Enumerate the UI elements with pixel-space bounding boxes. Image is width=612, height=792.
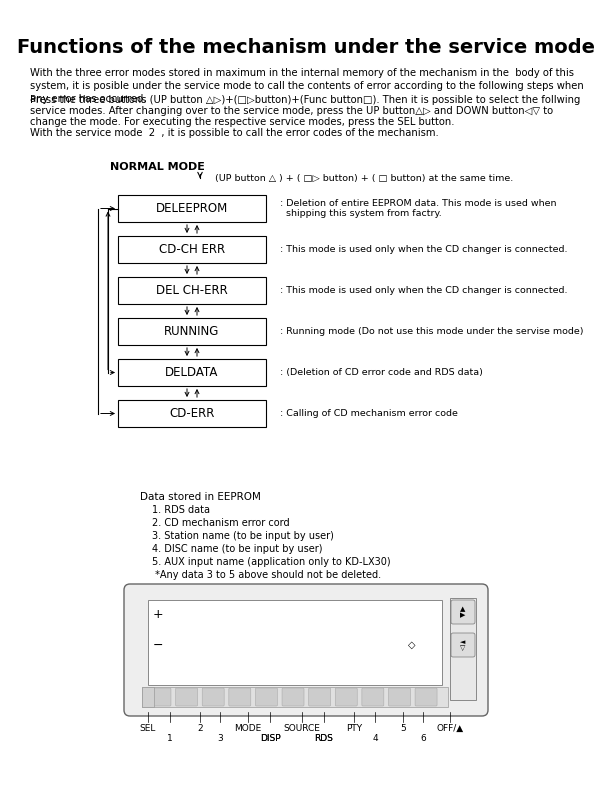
Text: ▽: ▽ xyxy=(460,645,466,651)
FancyBboxPatch shape xyxy=(229,688,251,706)
Bar xyxy=(118,359,266,386)
Text: 2. CD mechanism error cord: 2. CD mechanism error cord xyxy=(152,518,289,528)
Text: PTY: PTY xyxy=(346,724,362,733)
FancyBboxPatch shape xyxy=(415,688,437,706)
Text: 4. DISC name (to be input by user): 4. DISC name (to be input by user) xyxy=(152,544,323,554)
Bar xyxy=(118,400,266,427)
Text: *Any data 3 to 5 above should not be deleted.: *Any data 3 to 5 above should not be del… xyxy=(152,570,381,580)
Text: With the service mode  2  , it is possible to call the error codes of the mechan: With the service mode 2 , it is possible… xyxy=(30,128,439,138)
Text: +: + xyxy=(152,608,163,622)
Text: 3: 3 xyxy=(217,734,223,743)
Bar xyxy=(118,318,266,345)
Bar xyxy=(118,236,266,263)
Text: service modes. After changing over to the service mode, press the UP button△▷ an: service modes. After changing over to th… xyxy=(30,106,553,116)
FancyBboxPatch shape xyxy=(451,600,475,624)
Text: ▶: ▶ xyxy=(460,612,466,618)
Text: DELDATA: DELDATA xyxy=(165,366,218,379)
Text: Data stored in EEPROM: Data stored in EEPROM xyxy=(140,492,261,502)
Text: 1. RDS data: 1. RDS data xyxy=(152,505,210,515)
Text: NORMAL MODE: NORMAL MODE xyxy=(110,162,205,172)
Text: change the mode. For executing the respective service modes, press the SEL butto: change the mode. For executing the respe… xyxy=(30,117,455,127)
Text: : This mode is used only when the CD changer is connected.: : This mode is used only when the CD cha… xyxy=(280,245,567,254)
Text: CD-ERR: CD-ERR xyxy=(170,407,215,420)
Text: : Running mode (Do not use this mode under the servise mode): : Running mode (Do not use this mode und… xyxy=(280,327,583,336)
Bar xyxy=(118,195,266,222)
FancyBboxPatch shape xyxy=(451,633,475,657)
FancyBboxPatch shape xyxy=(255,688,277,706)
FancyBboxPatch shape xyxy=(335,688,357,706)
Bar xyxy=(142,687,154,707)
Text: Functions of the mechanism under the service mode: Functions of the mechanism under the ser… xyxy=(17,38,595,57)
FancyBboxPatch shape xyxy=(389,688,411,706)
Text: MODE: MODE xyxy=(234,724,261,733)
Text: : (Deletion of CD error code and RDS data): : (Deletion of CD error code and RDS dat… xyxy=(280,368,483,377)
Text: 4: 4 xyxy=(372,734,378,743)
Text: CD-CH ERR: CD-CH ERR xyxy=(159,243,225,256)
Text: : Calling of CD mechanism error code: : Calling of CD mechanism error code xyxy=(280,409,458,418)
FancyBboxPatch shape xyxy=(149,688,171,706)
Bar xyxy=(118,277,266,304)
FancyBboxPatch shape xyxy=(308,688,330,706)
Text: 2: 2 xyxy=(197,724,203,733)
Text: RUNNING: RUNNING xyxy=(164,325,220,338)
Text: RDS: RDS xyxy=(315,734,334,743)
Text: DELEEPROM: DELEEPROM xyxy=(156,202,228,215)
Text: OFF/▲: OFF/▲ xyxy=(436,724,463,733)
Text: SEL: SEL xyxy=(140,724,156,733)
Text: With the three error modes stored in maximum in the internal memory of the mecha: With the three error modes stored in max… xyxy=(30,68,584,105)
Text: (UP button △ ) + ( □▷ button) + ( □ button) at the same time.: (UP button △ ) + ( □▷ button) + ( □ butt… xyxy=(215,174,513,183)
Text: DISP: DISP xyxy=(259,734,280,743)
Bar xyxy=(142,687,448,707)
Text: ◇: ◇ xyxy=(408,640,416,650)
Text: 5. AUX input name (application only to KD-LX30): 5. AUX input name (application only to K… xyxy=(152,557,390,567)
Bar xyxy=(450,598,476,700)
Text: ◄: ◄ xyxy=(460,639,466,645)
Text: 3. Station name (to be input by user): 3. Station name (to be input by user) xyxy=(152,531,334,541)
Text: −: − xyxy=(153,638,163,652)
Text: 1: 1 xyxy=(167,734,173,743)
Text: 6: 6 xyxy=(420,734,426,743)
Text: 5: 5 xyxy=(400,724,406,733)
Text: DISP: DISP xyxy=(259,734,280,743)
Text: RDS: RDS xyxy=(315,734,334,743)
Text: Press the three buttons (UP button △▷)+(□▷button)+(Func button□). Then it is pos: Press the three buttons (UP button △▷)+(… xyxy=(30,95,580,105)
Text: shipping this system from factry.: shipping this system from factry. xyxy=(280,209,442,218)
Text: : This mode is used only when the CD changer is connected.: : This mode is used only when the CD cha… xyxy=(280,286,567,295)
FancyBboxPatch shape xyxy=(202,688,224,706)
Bar xyxy=(148,600,442,685)
FancyBboxPatch shape xyxy=(176,688,198,706)
Text: SOURCE: SOURCE xyxy=(283,724,321,733)
Text: ▲: ▲ xyxy=(460,606,466,612)
Text: : Deletion of entire EEPROM data. This mode is used when: : Deletion of entire EEPROM data. This m… xyxy=(280,199,556,208)
FancyBboxPatch shape xyxy=(282,688,304,706)
Text: DEL CH-ERR: DEL CH-ERR xyxy=(156,284,228,297)
FancyBboxPatch shape xyxy=(362,688,384,706)
FancyBboxPatch shape xyxy=(124,584,488,716)
